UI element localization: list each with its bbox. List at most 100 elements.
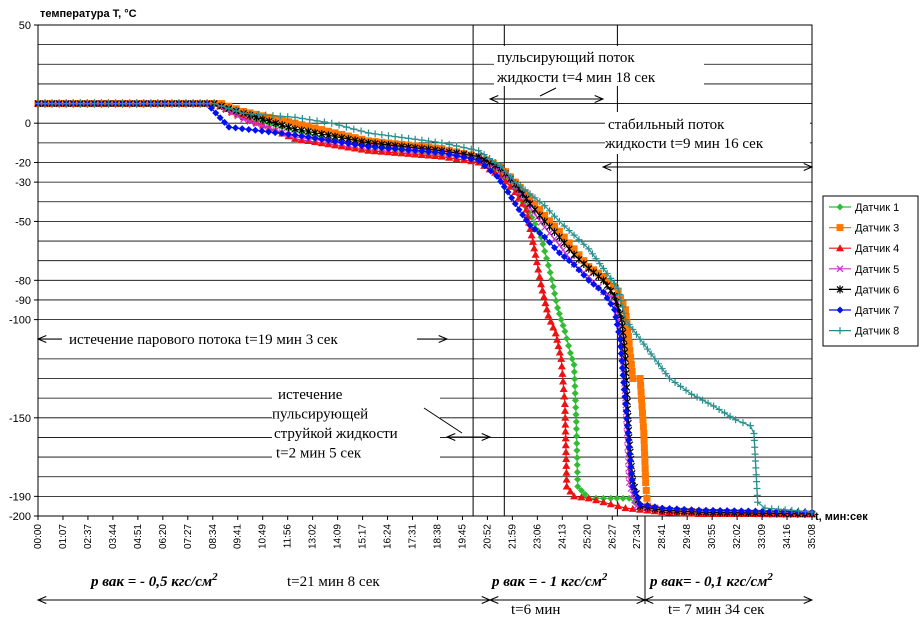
x-tick-label: 23:06 xyxy=(532,524,543,549)
data-point xyxy=(627,360,635,368)
data-point xyxy=(655,360,663,368)
data-point xyxy=(259,122,267,130)
data-point xyxy=(561,434,570,442)
data-point xyxy=(546,229,554,237)
x-tick-label: 25:20 xyxy=(582,524,593,549)
data-point xyxy=(673,505,681,513)
data-point xyxy=(527,231,536,239)
data-point xyxy=(555,217,563,225)
data-point xyxy=(617,350,625,358)
y-axis-label: температура T, °С xyxy=(40,8,137,20)
data-point xyxy=(147,100,155,108)
legend-label: Датчик 8 xyxy=(855,326,899,338)
data-point xyxy=(298,132,306,140)
data-point xyxy=(737,507,745,515)
data-point xyxy=(182,100,190,108)
x-tick-label: 11:56 xyxy=(283,524,294,549)
data-point xyxy=(788,506,796,514)
data-point xyxy=(621,316,629,324)
data-point xyxy=(651,355,659,363)
data-point xyxy=(225,104,233,112)
data-point xyxy=(634,494,642,502)
data-point xyxy=(571,382,579,390)
data-point xyxy=(251,126,259,134)
data-point xyxy=(584,494,593,502)
y-tick-label: -190 xyxy=(9,491,31,503)
x-tick-label: 18:38 xyxy=(432,524,443,549)
data-point xyxy=(405,146,413,154)
data-point xyxy=(632,330,640,338)
x-tick-label: 02:37 xyxy=(83,524,94,549)
data-point xyxy=(662,370,670,378)
x-tick-label: 24:13 xyxy=(557,524,568,549)
y-tick-label: 0 xyxy=(25,118,31,130)
data-point xyxy=(522,216,530,224)
data-point xyxy=(398,133,406,141)
data-point xyxy=(258,127,266,135)
data-point xyxy=(262,111,270,119)
x-tick-label: 16:24 xyxy=(383,524,394,549)
data-point xyxy=(836,244,844,252)
x-tick-label: 03:44 xyxy=(108,524,119,549)
data-point xyxy=(592,496,601,504)
data-point xyxy=(607,494,615,502)
x-tick-label: 35:08 xyxy=(807,524,818,549)
data-point xyxy=(624,429,632,437)
data-point xyxy=(709,506,717,514)
data-point xyxy=(751,507,759,515)
data-point xyxy=(304,133,312,141)
data-point xyxy=(285,123,293,132)
data-point xyxy=(636,335,644,343)
x-tick-label: 06:20 xyxy=(158,524,169,549)
data-point xyxy=(808,508,816,516)
data-point xyxy=(553,335,562,343)
data-point xyxy=(271,129,279,137)
data-point xyxy=(253,120,260,128)
data-point xyxy=(688,390,696,398)
data-point xyxy=(680,505,688,513)
data-point xyxy=(398,145,406,153)
data-point xyxy=(126,100,134,108)
duration-label-1: t=21 мин 8 сек xyxy=(287,574,380,590)
data-point xyxy=(486,155,494,163)
data-point xyxy=(617,297,625,305)
data-point xyxy=(532,258,541,266)
data-point xyxy=(233,110,242,118)
data-point xyxy=(551,227,558,236)
x-tick-label: 29:48 xyxy=(682,524,693,549)
data-point xyxy=(618,357,626,365)
data-point xyxy=(543,254,551,262)
data-point xyxy=(571,375,579,383)
data-point xyxy=(618,315,626,324)
data-point xyxy=(628,504,637,512)
data-point xyxy=(531,250,540,258)
data-point xyxy=(554,342,563,350)
data-point xyxy=(753,485,761,493)
x-tick-label: 04:51 xyxy=(133,524,144,549)
series-датчик-8 xyxy=(34,100,816,516)
data-point xyxy=(619,328,627,337)
data-point xyxy=(318,126,326,134)
data-point xyxy=(259,115,267,124)
leader-line xyxy=(539,87,557,97)
pressure-label-2: р вак = - 1 кгс/см2 xyxy=(490,571,608,590)
data-point xyxy=(541,233,549,241)
data-point xyxy=(550,212,558,220)
data-point xyxy=(575,266,583,274)
y-tick-label: -20 xyxy=(15,157,31,169)
data-point xyxy=(640,437,648,445)
x-tick-label: 01:07 xyxy=(58,524,69,549)
data-point xyxy=(629,375,637,383)
data-point xyxy=(595,284,603,292)
data-point xyxy=(506,182,515,190)
data-point xyxy=(411,135,419,143)
data-point xyxy=(638,395,646,403)
x-tick-label: 26:27 xyxy=(607,524,618,549)
data-point xyxy=(614,502,623,510)
data-point xyxy=(836,306,844,314)
data-point xyxy=(836,203,844,211)
data-point xyxy=(508,194,516,202)
data-point xyxy=(225,123,233,131)
data-point xyxy=(546,207,554,215)
